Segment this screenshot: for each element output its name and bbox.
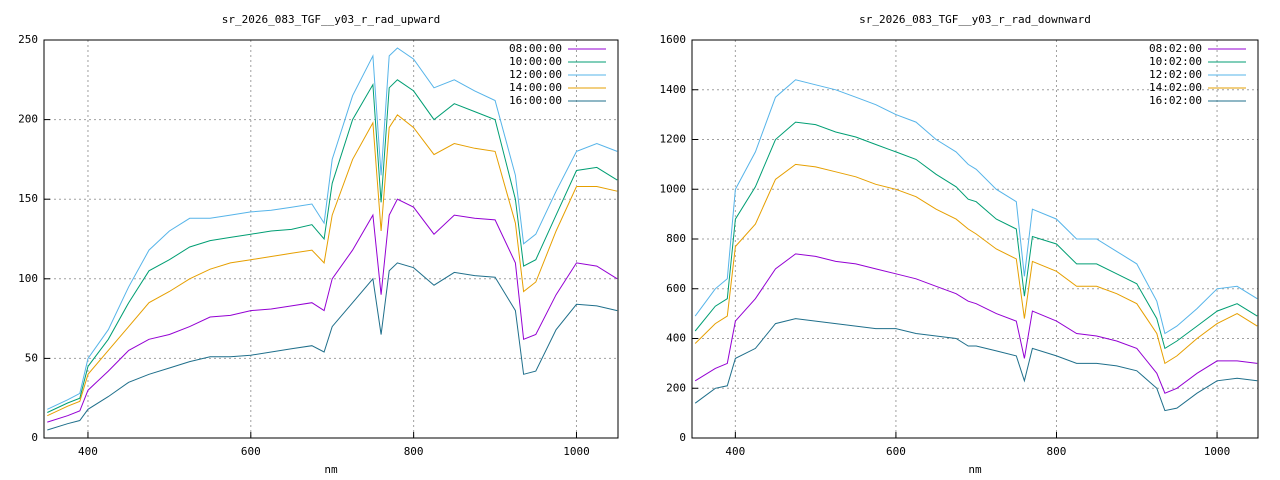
y-tick-label: 200	[666, 381, 686, 394]
x-tick-label: 800	[1047, 445, 1067, 458]
legend-label: 12:02:00	[1149, 68, 1202, 81]
legend-label: 16:00:00	[509, 94, 562, 107]
y-tick-label: 250	[18, 33, 38, 46]
y-tick-label: 50	[25, 351, 38, 364]
series-line	[694, 253, 1258, 394]
y-tick-label: 600	[666, 282, 686, 295]
x-tick-label: 400	[78, 445, 98, 458]
legend-label: 14:02:00	[1149, 81, 1202, 94]
y-tick-label: 150	[18, 192, 38, 205]
series-line	[47, 114, 618, 417]
series-line	[694, 163, 1258, 365]
y-tick-label: 0	[31, 431, 38, 444]
legend-label: 12:00:00	[509, 68, 562, 81]
chart-title: sr_2026_083_TGF__y03_r_rad_downward	[859, 13, 1091, 26]
series-line	[694, 121, 1258, 350]
x-tick-label: 1000	[563, 445, 590, 458]
legend-label: 10:02:00	[1149, 55, 1202, 68]
y-tick-label: 100	[18, 272, 38, 285]
x-tick-label: 800	[404, 445, 424, 458]
plot-frame	[691, 39, 1259, 439]
x-tick-label: 1000	[1204, 445, 1231, 458]
series-line	[694, 318, 1258, 412]
y-tick-label: 1000	[660, 182, 687, 195]
y-tick-label: 800	[666, 232, 686, 245]
series-line	[694, 79, 1258, 335]
legend-label: 14:00:00	[509, 81, 562, 94]
legend-label: 10:00:00	[509, 55, 562, 68]
legend-label: 08:02:00	[1149, 42, 1202, 55]
x-axis-label: nm	[968, 463, 982, 476]
series-line	[47, 79, 618, 413]
y-tick-label: 200	[18, 113, 38, 126]
series-line	[47, 198, 618, 423]
y-tick-label: 1400	[660, 83, 687, 96]
x-axis-label: nm	[324, 463, 338, 476]
y-tick-label: 1200	[660, 133, 687, 146]
y-tick-label: 1600	[660, 33, 687, 46]
chart-title: sr_2026_083_TGF__y03_r_rad_upward	[222, 13, 441, 26]
series-line	[47, 262, 618, 431]
legend-label: 16:02:00	[1149, 94, 1202, 107]
x-tick-label: 400	[725, 445, 745, 458]
legend-label: 08:00:00	[509, 42, 562, 55]
x-tick-label: 600	[241, 445, 261, 458]
y-tick-label: 400	[666, 332, 686, 345]
y-tick-label: 0	[679, 431, 686, 444]
x-tick-label: 600	[886, 445, 906, 458]
series-line	[47, 47, 618, 410]
plot-frame	[43, 39, 619, 439]
